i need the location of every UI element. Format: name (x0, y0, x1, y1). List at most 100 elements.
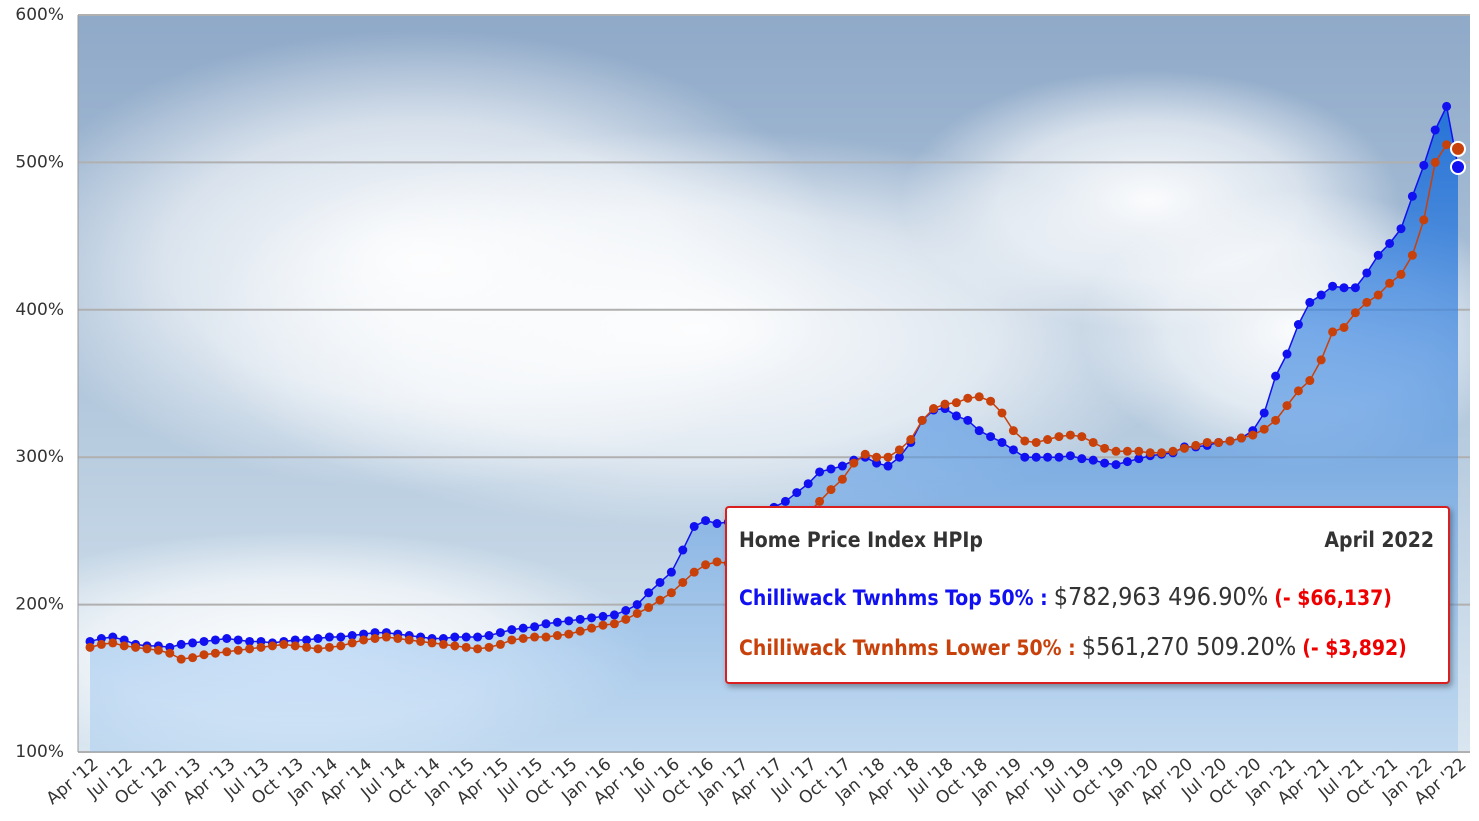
data-point (108, 638, 117, 647)
data-point (314, 644, 323, 653)
data-point (1237, 434, 1246, 443)
data-point (621, 606, 630, 615)
data-point (587, 624, 596, 633)
data-point (963, 394, 972, 403)
data-point (1123, 447, 1132, 456)
data-point (713, 519, 722, 528)
data-point (325, 643, 334, 652)
data-point (1340, 283, 1349, 292)
data-point (827, 464, 836, 473)
data-point (998, 438, 1007, 447)
data-point (884, 462, 893, 471)
data-point (918, 416, 927, 425)
data-point (245, 644, 254, 653)
data-point (1100, 459, 1109, 468)
data-point (1066, 431, 1075, 440)
data-point (838, 475, 847, 484)
data-point (371, 634, 380, 643)
data-point (530, 622, 539, 631)
data-point (1442, 102, 1451, 111)
data-point (143, 644, 152, 653)
data-point (1431, 158, 1440, 167)
data-point (1020, 436, 1029, 445)
data-point (1294, 386, 1303, 395)
data-point (154, 646, 163, 655)
data-point (621, 615, 630, 624)
data-point (975, 392, 984, 401)
data-point (884, 453, 893, 462)
data-point (507, 625, 516, 634)
data-point (1385, 279, 1394, 288)
data-point (1260, 408, 1269, 417)
y-tick-label: 400% (15, 300, 64, 320)
data-point (564, 616, 573, 625)
data-point (439, 640, 448, 649)
tooltip-row: Chilliwack Twnhms Lower 50% :$561,270 50… (739, 632, 1407, 661)
data-point (1066, 451, 1075, 460)
data-point (1283, 401, 1292, 410)
data-point (86, 643, 95, 652)
data-point (336, 641, 345, 650)
data-point (849, 459, 858, 468)
tooltip-row: Chilliwack Twnhms Top 50% :$782,963 496.… (739, 582, 1392, 611)
data-point (587, 613, 596, 622)
data-point (713, 557, 722, 566)
y-tick-label: 600% (15, 5, 64, 25)
data-point (1146, 448, 1155, 457)
chart: 100%200%300%400%500%600%Apr '12Jul '12Oc… (0, 0, 1479, 817)
data-point (998, 408, 1007, 417)
data-point (1374, 291, 1383, 300)
data-point (952, 411, 961, 420)
data-point (690, 522, 699, 531)
data-point (781, 497, 790, 506)
data-point (644, 588, 653, 597)
data-point (1112, 447, 1121, 456)
data-point (1009, 445, 1018, 454)
data-point (1134, 447, 1143, 456)
data-point (496, 628, 505, 637)
data-point (599, 612, 608, 621)
data-point (975, 426, 984, 435)
y-tick-label: 100% (15, 742, 64, 762)
data-point (1419, 161, 1428, 170)
tooltip-title: Home Price Index HPIp (739, 528, 983, 552)
data-point (1397, 270, 1406, 279)
data-point (986, 397, 995, 406)
data-point (279, 640, 288, 649)
data-point (667, 588, 676, 597)
data-point (701, 560, 710, 569)
data-point (473, 633, 482, 642)
data-point (314, 634, 323, 643)
data-point (302, 643, 311, 652)
series-value: $561,270 509.20% (1082, 632, 1296, 661)
data-point (644, 603, 653, 612)
data-point (1169, 447, 1178, 456)
data-point (222, 647, 231, 656)
data-point (1032, 438, 1041, 447)
data-point (1451, 142, 1465, 156)
data-point (1100, 444, 1109, 453)
y-tick-label: 300% (15, 447, 64, 467)
data-point (1191, 441, 1200, 450)
data-point (610, 610, 619, 619)
series-change: (- $66,137) (1274, 586, 1392, 610)
data-point (1283, 350, 1292, 359)
data-point (211, 635, 220, 644)
data-point (325, 633, 334, 642)
data-point (462, 633, 471, 642)
data-point (1385, 239, 1394, 248)
data-point (1362, 298, 1371, 307)
data-point (359, 635, 368, 644)
data-point (1089, 456, 1098, 465)
data-point (1419, 215, 1428, 224)
data-point (564, 630, 573, 639)
data-point (678, 546, 687, 555)
data-point (393, 634, 402, 643)
data-point (576, 615, 585, 624)
data-point (1351, 308, 1360, 317)
data-point (348, 638, 357, 647)
data-point (1340, 323, 1349, 332)
data-point (656, 596, 665, 605)
data-point (827, 485, 836, 494)
data-point (1317, 355, 1326, 364)
